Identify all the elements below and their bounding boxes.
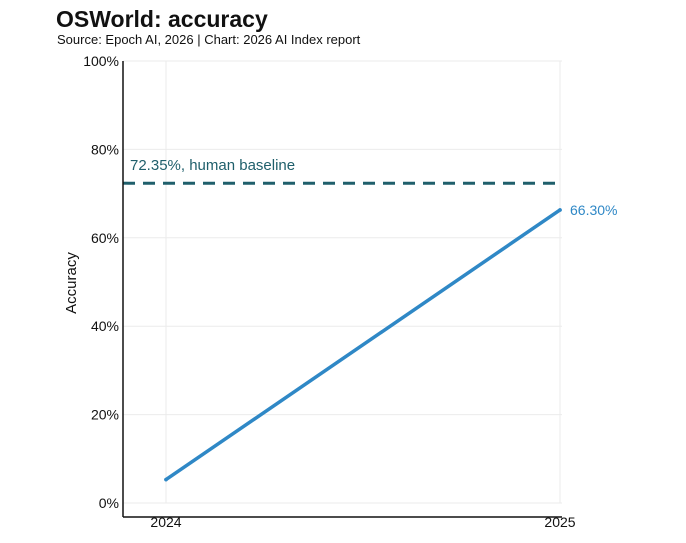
x-tick-label: 2025 — [544, 514, 575, 530]
y-tick-label: 60% — [91, 230, 119, 246]
human-baseline-label: 72.35%, human baseline — [130, 157, 295, 174]
y-tick-label: 100% — [83, 53, 119, 69]
y-tick-label: 0% — [99, 495, 119, 511]
y-tick-label: 40% — [91, 318, 119, 334]
series-layer: 66.30% — [164, 202, 617, 482]
series-line — [164, 208, 562, 482]
x-tick-label: 2024 — [150, 514, 181, 530]
reference-layer: 72.35%, human baseline — [123, 157, 562, 185]
data-point — [164, 477, 168, 482]
tick-labels: 0% 20% 40% 60% 80% 100% 2024 2025 — [83, 53, 576, 530]
data-point — [558, 208, 562, 212]
gridlines — [123, 60, 562, 504]
chart-title: OSWorld: accuracy — [56, 6, 268, 32]
axes — [122, 61, 562, 518]
chart-subtitle: Source: Epoch AI, 2026 | Chart: 2026 AI … — [57, 32, 361, 47]
y-axis-label: Accuracy — [63, 252, 80, 314]
series-end-label: 66.30% — [570, 202, 617, 218]
y-tick-label: 80% — [91, 141, 119, 157]
y-tick-label: 20% — [91, 407, 119, 423]
